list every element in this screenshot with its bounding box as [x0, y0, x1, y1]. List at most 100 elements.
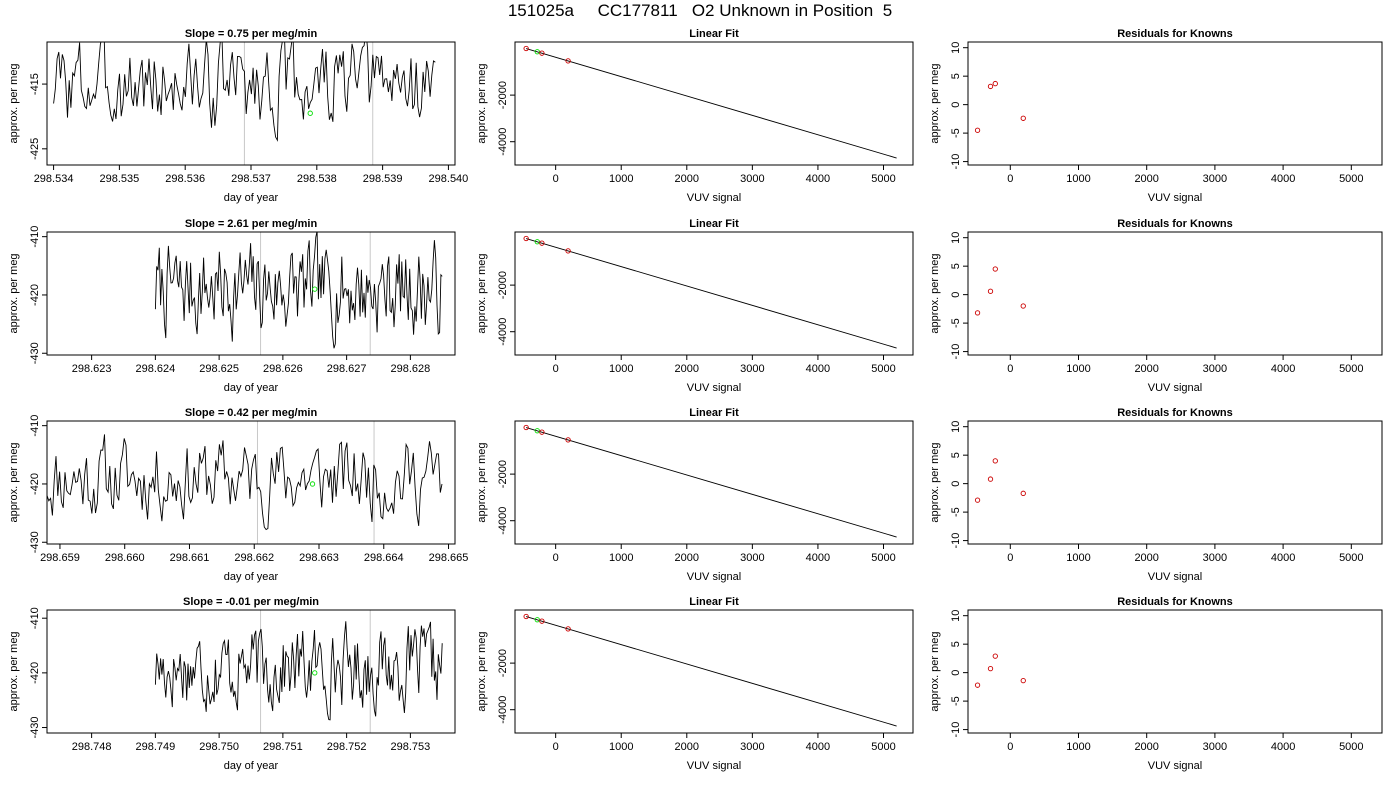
x-tick-label: 298.659	[40, 552, 80, 564]
panel-title: Linear Fit	[689, 596, 739, 608]
x-tick-label: 3000	[1203, 552, 1227, 564]
y-tick-label: -420	[29, 284, 41, 306]
plot-area	[53, 42, 436, 165]
y-axis-label: approx. per meg	[476, 442, 488, 522]
plot-area	[523, 235, 897, 349]
x-tick-label: 3000	[740, 741, 764, 753]
data-point	[1020, 115, 1026, 121]
x-tick-label: 298.750	[199, 741, 239, 753]
x-tick-label: 298.628	[390, 363, 430, 375]
x-tick-label: 298.623	[72, 363, 112, 375]
x-tick-label: 298.664	[364, 552, 404, 564]
x-tick-label: 298.663	[299, 552, 339, 564]
y-tick-label: -5	[950, 507, 962, 517]
y-tick-label: -420	[29, 473, 41, 495]
plot-area	[974, 653, 1026, 688]
data-point	[992, 458, 998, 464]
data-point	[992, 653, 998, 659]
y-tick-label: 10	[950, 421, 962, 433]
data-point	[974, 127, 981, 133]
fit-line	[526, 238, 897, 349]
y-tick-label: -420	[29, 662, 41, 684]
x-tick-label: 1000	[609, 173, 633, 185]
data-point	[987, 83, 994, 90]
data-point	[987, 666, 994, 672]
plot-area	[154, 232, 443, 355]
data-point	[565, 248, 571, 254]
x-tick-label: 4000	[806, 173, 830, 185]
panel-6: Residuals for Knowns VUV signal approx. pe…	[929, 218, 1383, 394]
data-point	[565, 626, 571, 632]
x-tick-label: 3000	[740, 363, 764, 375]
y-tick-label: -410	[29, 226, 41, 248]
y-tick-label: -415	[29, 73, 41, 95]
data-point	[539, 618, 545, 624]
plot-frame	[46, 41, 456, 166]
x-axis-label: VUV signal	[687, 571, 741, 583]
plot-frame	[967, 231, 1383, 356]
x-tick-label: 1000	[1066, 741, 1090, 753]
x-tick-label: 1000	[1066, 173, 1090, 185]
data-point	[523, 45, 529, 52]
data-point	[312, 670, 318, 676]
panel-10: Slope = -0.01 per meg/min day of year appr…	[8, 596, 456, 772]
x-tick-label: 0	[553, 173, 559, 185]
y-tick-label: 5	[950, 263, 962, 269]
data-point	[539, 240, 545, 246]
x-tick-label: 5000	[1339, 173, 1363, 185]
plot-area	[974, 80, 1026, 133]
x-tick-label: 298.624	[135, 363, 175, 375]
data-point	[987, 476, 994, 482]
x-tick-label: 1000	[1066, 363, 1090, 375]
x-tick-label: 3000	[740, 173, 764, 185]
y-tick-label: -5	[950, 318, 962, 328]
data-point	[312, 286, 318, 292]
panel-5: Linear Fit VUV signal approx. per meg 0 1000…	[476, 218, 914, 394]
x-tick-label: 298.661	[170, 552, 210, 564]
x-tick-label: 2000	[675, 552, 699, 564]
y-axis-label: approx. per meg	[929, 63, 941, 143]
x-axis-label: day of year	[224, 571, 279, 583]
plot-area	[974, 458, 1026, 503]
plot-area	[523, 424, 897, 538]
x-axis-label: VUV signal	[687, 192, 741, 204]
y-tick-label: -5	[950, 128, 962, 138]
x-tick-label: 4000	[806, 363, 830, 375]
y-axis-label: approx. per meg	[8, 253, 20, 333]
x-tick-label: 2000	[1134, 741, 1158, 753]
x-tick-label: 1000	[609, 741, 633, 753]
x-tick-label: 298.537	[231, 173, 271, 185]
x-tick-label: 0	[1007, 552, 1013, 564]
x-tick-label: 1000	[1066, 552, 1090, 564]
x-axis-label: day of year	[224, 382, 279, 394]
panel-4: Slope = 2.61 per meg/min day of year appro…	[8, 218, 456, 394]
y-axis-label: approx. per meg	[476, 631, 488, 711]
y-tick-label: 10	[950, 42, 962, 54]
x-tick-label: 5000	[1339, 363, 1363, 375]
data-point	[523, 235, 529, 242]
plot-area	[154, 610, 443, 733]
data-point	[565, 58, 571, 64]
plot-frame	[46, 609, 456, 734]
data-point	[992, 266, 998, 272]
y-tick-label: 10	[950, 232, 962, 244]
panel-12: Residuals for Knowns VUV signal approx. pe…	[929, 596, 1383, 772]
x-tick-label: 0	[553, 552, 559, 564]
panel-title: Linear Fit	[689, 407, 739, 419]
y-tick-label: -10	[950, 154, 962, 170]
y-tick-label: 0	[950, 481, 962, 487]
x-tick-label: 4000	[806, 552, 830, 564]
series-line	[47, 434, 443, 531]
x-tick-label: 0	[553, 741, 559, 753]
y-tick-label: -4000	[497, 696, 509, 724]
x-axis-label: day of year	[224, 760, 279, 772]
x-axis-label: VUV signal	[687, 382, 741, 394]
figure-title: 151025a CC177811 O2 Unknown in Position …	[507, 1, 893, 20]
x-tick-label: 2000	[1134, 173, 1158, 185]
data-point	[974, 310, 981, 316]
panel-title: Residuals for Knowns	[1117, 218, 1233, 230]
panel-9: Residuals for Knowns VUV signal approx. pe…	[929, 407, 1383, 583]
panel-title: Slope = 0.75 per meg/min	[185, 28, 318, 40]
y-tick-label: -10	[950, 533, 962, 549]
panel-title: Residuals for Knowns	[1117, 596, 1233, 608]
